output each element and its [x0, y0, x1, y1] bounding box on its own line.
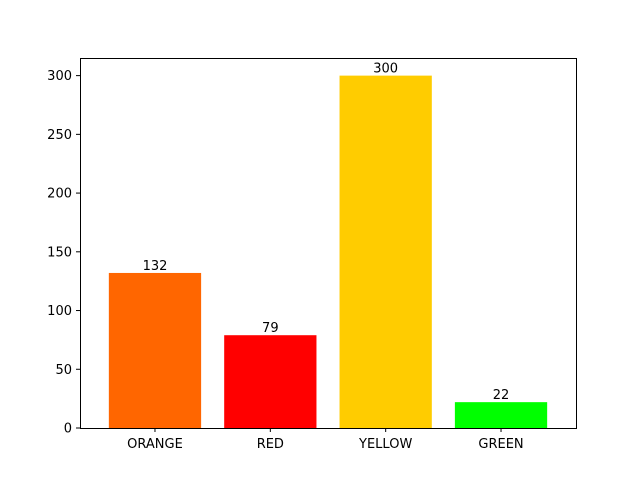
bar-green — [454, 402, 548, 428]
x-tick-label-orange: ORANGE — [127, 437, 183, 452]
y-tick-label-300: 300 — [47, 69, 72, 84]
y-axis-ticks: 0 50 100 150 200 250 300 — [47, 69, 80, 437]
y-tick-label-200: 200 — [47, 187, 72, 202]
bar-yellow — [339, 75, 432, 428]
plot-frame — [80, 58, 577, 429]
bar-value-label-yellow: 300 — [373, 62, 398, 77]
y-tick-label-50: 50 — [55, 363, 72, 378]
bar-value-label-orange: 132 — [143, 259, 168, 274]
x-tick-label-green: GREEN — [478, 437, 523, 452]
y-tick-label-250: 250 — [47, 128, 72, 143]
y-tick-label-0: 0 — [64, 422, 72, 437]
x-tick-label-red: RED — [257, 437, 284, 452]
bar-value-label-red: 79 — [262, 321, 279, 336]
bar-value-labels: 132 79 300 22 — [143, 62, 510, 404]
bar-red — [224, 335, 317, 428]
bars-group — [108, 75, 548, 428]
y-tick-label-150: 150 — [47, 245, 72, 260]
y-tick-label-100: 100 — [47, 304, 72, 319]
x-axis-ticks: ORANGE RED YELLOW GREEN — [127, 428, 524, 452]
x-tick-label-yellow: YELLOW — [358, 437, 412, 452]
bar-orange — [108, 272, 202, 428]
bar-value-label-green: 22 — [493, 388, 510, 403]
